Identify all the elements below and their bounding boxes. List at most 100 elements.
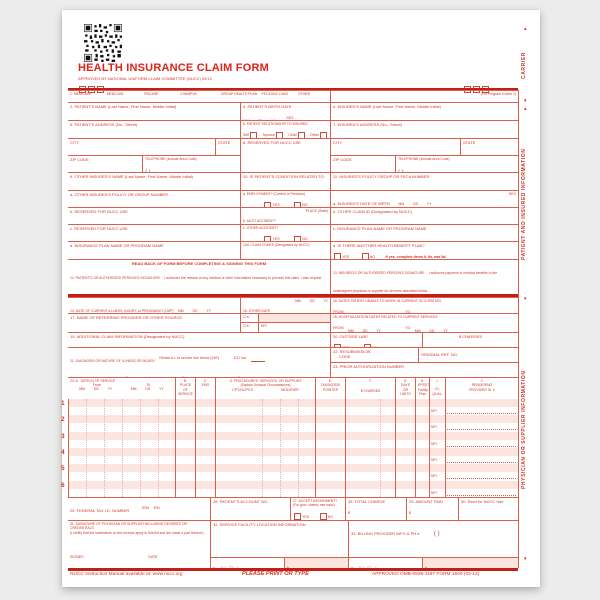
field-4-insured-name[interactable]: 4. INSURED'S NAME (Last Name, First Name… xyxy=(330,102,518,120)
field-1a-insured-id[interactable]: 1a. INSURED'S I.D. NUMBER (For Program i… xyxy=(330,90,518,102)
field-9a[interactable]: a. OTHER INSURED'S POLICY OR GROUP NUMBE… xyxy=(68,190,240,207)
yes-checkbox[interactable] xyxy=(264,235,272,241)
field-14-current-illness-date[interactable]: 14. DATE OF CURRENT ILLNESS, INJURY, or … xyxy=(68,297,240,313)
field-5-patient-address[interactable]: 5. PATIENT'S ADDRESS (No., Street) xyxy=(68,120,240,138)
field-22-resubmission[interactable]: 22. RESUBMISSION CODE xyxy=(330,347,418,362)
field-33a-npi[interactable]: a. NPI xyxy=(348,557,422,568)
yes-checkbox[interactable] xyxy=(334,253,341,259)
yes-checkbox[interactable] xyxy=(294,512,301,520)
field-19-additional-claim-info[interactable]: 19. ADDITIONAL CLAIM INFORMATION (Design… xyxy=(68,332,330,347)
field-note: Relate A-L to service line below (24E) xyxy=(159,355,220,360)
insured-city[interactable]: CITY xyxy=(330,138,460,155)
payer-label: FECA BLK LUNG xyxy=(261,92,289,96)
field-11a-dob-sex[interactable]: a. INSURED'S DATE OF BIRTH MM DD YY SEX … xyxy=(330,190,518,207)
provider-id-dotted-line[interactable] xyxy=(447,413,516,414)
field-note: (I certify that the statements on the re… xyxy=(70,530,204,535)
field-label: 7. INSURED'S ADDRESS (No., Street) xyxy=(333,122,403,127)
field-label: 2. PATIENT'S NAME (Last Name, First Name… xyxy=(70,104,177,109)
field-11d-other-plan: d. IS THERE ANOTHER HEALTH BENEFIT PLAN?… xyxy=(330,241,518,259)
physician-arrow-down-icon: ▼ xyxy=(523,556,528,561)
field-32-service-facility[interactable]: 32. SERVICE FACILITY LOCATION INFORMATIO… xyxy=(210,520,348,557)
npi-label: NPI xyxy=(431,441,437,446)
field-18-hospitalization[interactable]: 18. HOSPITALIZATION DATES RELATED TO CUR… xyxy=(330,313,518,332)
field-label: 20. OUTSIDE LAB? xyxy=(333,334,369,339)
field-33b[interactable]: b. xyxy=(422,557,518,568)
patient-zip[interactable]: ZIP CODE xyxy=(68,155,142,172)
field-11c-plan-name[interactable]: c. INSURANCE PLAN NAME OR PROGRAM NAME xyxy=(330,224,518,241)
provider-id-dotted-line[interactable] xyxy=(447,478,516,480)
col-24g-header: G. DAYS OR UNITS xyxy=(395,377,415,399)
field-11b-other-claim-id[interactable]: b. OTHER CLAIM ID (Designated by NUCC) xyxy=(330,207,518,224)
read-back-banner: READ BACK OF FORM BEFORE COMPLETING & SI… xyxy=(131,261,267,266)
field-2-patient-name[interactable]: 2. PATIENT'S NAME (Last Name, First Name… xyxy=(68,102,240,120)
field-17a-value[interactable] xyxy=(258,313,330,322)
rel-self-checkbox[interactable] xyxy=(250,131,258,138)
rel-other-checkbox[interactable] xyxy=(319,131,327,138)
rel-other-label: Other xyxy=(309,133,319,138)
sub-col-dotted xyxy=(104,399,105,497)
insured-state[interactable]: STATE xyxy=(460,138,518,155)
field-3-birthdate-sex[interactable]: 3. PATIENT'S BIRTH DATE MM DD YY SEX M F xyxy=(240,102,330,120)
yes-label: YES xyxy=(272,203,280,207)
no-label: NO xyxy=(302,237,308,241)
b-label: b. xyxy=(287,565,290,568)
field-32a-npi[interactable]: a. NPI xyxy=(210,557,284,568)
yes-checkbox[interactable] xyxy=(334,344,341,347)
field-32b[interactable]: b. xyxy=(284,557,348,568)
field-10d-claim-codes[interactable]: 10d. CLAIM CODES (Designated by NUCC) xyxy=(240,241,330,259)
no-checkbox[interactable] xyxy=(294,235,302,241)
patient-state[interactable]: STATE xyxy=(215,138,240,155)
field-label: 9. OTHER INSURED'S NAME (Last Name, Firs… xyxy=(70,174,194,179)
sub-col-dotted xyxy=(280,399,281,497)
field-9-other-insured[interactable]: 9. OTHER INSURED'S NAME (Last Name, Firs… xyxy=(68,172,240,190)
insured-zip[interactable]: ZIP CODE xyxy=(330,155,395,172)
field-label: 17a. xyxy=(243,315,250,319)
no-checkbox[interactable] xyxy=(361,253,369,259)
field-13-insured-signature: 13. INSURED'S OR AUTHORIZED PERSON'S SIG… xyxy=(330,259,518,294)
field-25-federal-tax-id[interactable]: 25. FEDERAL TAX I.D. NUMBER SSN EIN xyxy=(68,497,210,520)
no-checkbox[interactable] xyxy=(363,344,371,347)
field-22-original-ref[interactable]: ORIGINAL REF. NO. xyxy=(418,347,518,362)
patient-city[interactable]: CITY xyxy=(68,138,215,155)
field-label: d. IS THERE ANOTHER HEALTH BENEFIT PLAN? xyxy=(333,243,425,248)
field-7-insured-address[interactable]: 7. INSURED'S ADDRESS (No., Street) xyxy=(330,120,518,138)
field-26-patient-account[interactable]: 26. PATIENT'S ACCOUNT NO. xyxy=(210,497,290,520)
patient-phone[interactable]: TELEPHONE (Include Area Code) ( ) xyxy=(142,155,240,172)
payer-label: MEDICAID xyxy=(106,92,124,96)
field-label: 11. INSURED'S POLICY GROUP OR FECA NUMBE… xyxy=(333,174,430,179)
col-label: C. xyxy=(203,379,208,383)
no-checkbox[interactable] xyxy=(294,201,302,207)
col-line xyxy=(195,399,196,497)
field-label: 5. PATIENT'S ADDRESS (No., Street) xyxy=(70,122,138,127)
col-label: EPSDT xyxy=(418,383,429,388)
field-6-relationship[interactable]: 6. PATIENT RELATIONSHIP TO INSURED Self … xyxy=(240,120,330,138)
field-23-prior-auth[interactable]: 23. PRIOR AUTHORIZATION NUMBER xyxy=(330,362,518,377)
field-17-referring-provider[interactable]: 17. NAME OF REFERRING PROVIDER OR OTHER … xyxy=(68,313,240,332)
field-9d[interactable]: d. INSURANCE PLAN NAME OR PROGRAM NAME xyxy=(68,241,240,259)
yes-checkbox[interactable] xyxy=(264,201,272,207)
col-line xyxy=(415,399,416,497)
rel-child-checkbox[interactable] xyxy=(297,131,305,138)
provider-id-dotted-line[interactable] xyxy=(447,429,516,431)
npi-label: NPI xyxy=(431,474,437,479)
field-16-unable-to-work[interactable]: 16. DATES PATIENT UNABLE TO WORK IN CURR… xyxy=(330,297,518,313)
col-label: I. xyxy=(436,379,439,383)
provider-id-dotted-line[interactable] xyxy=(447,494,516,496)
rel-spouse-checkbox[interactable] xyxy=(275,131,283,138)
no-checkbox[interactable] xyxy=(319,512,327,520)
field-15-other-date[interactable]: 15. OTHER DATE MM DD YY QUAL. xyxy=(240,297,330,313)
field-11-policy-group[interactable]: 11. INSURED'S POLICY GROUP OR FECA NUMBE… xyxy=(330,172,518,190)
field-label: c. RESERVED FOR NUCC USE xyxy=(70,226,128,231)
service-row-shade xyxy=(68,399,518,408)
insured-phone[interactable]: TELEPHONE (Include Area Code) ( ) xyxy=(395,155,518,172)
field-20-charges[interactable]: $ CHARGES xyxy=(422,332,518,347)
field-17b-npi[interactable]: NPI xyxy=(258,322,330,332)
field-33-billing-provider[interactable]: 33. BILLING PROVIDER INFO & PH # ( ) xyxy=(348,520,518,557)
field-28-total-charge[interactable]: 28. TOTAL CHARGE $ xyxy=(345,497,406,520)
provider-id-dotted-line[interactable] xyxy=(447,461,516,463)
icd-ind-box[interactable] xyxy=(251,357,266,362)
field-29-amount-paid[interactable]: 29. AMOUNT PAID $ xyxy=(406,497,458,520)
provider-id-dotted-line[interactable] xyxy=(447,445,516,447)
col-line xyxy=(68,399,69,497)
service-line-number: 4 xyxy=(61,448,65,456)
